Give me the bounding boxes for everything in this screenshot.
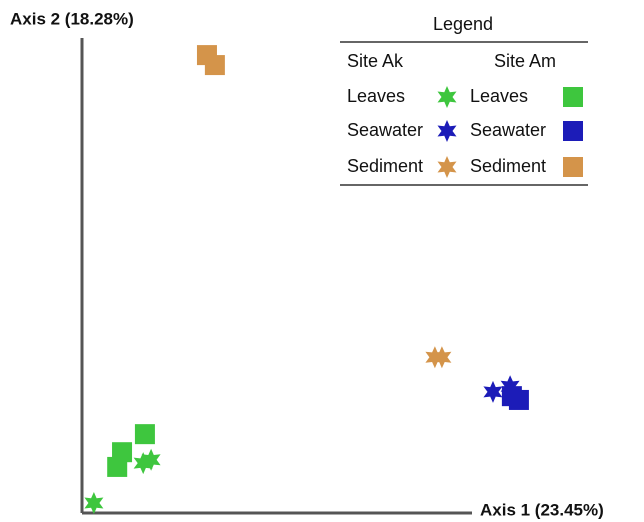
legend-label: Leaves	[347, 86, 405, 106]
point	[133, 452, 153, 475]
legend-title: Legend	[433, 14, 493, 34]
legend-label: Sediment	[347, 156, 423, 176]
legend-marker	[437, 86, 457, 108]
point	[425, 346, 445, 369]
point	[134, 424, 155, 445]
legend-marker	[563, 157, 583, 177]
legend-label: Leaves	[470, 86, 528, 106]
y-axis-label: Axis 2 (18.28%)	[10, 9, 134, 28]
point	[107, 456, 128, 477]
x-axis-label: Axis 1 (23.45%)	[480, 500, 604, 519]
point	[432, 346, 452, 369]
legend-marker	[437, 156, 457, 178]
point	[508, 389, 529, 410]
point	[141, 448, 161, 471]
legend-marker	[563, 87, 583, 107]
legend-label: Seawater	[470, 120, 546, 140]
legend-group: Site Ak	[347, 51, 404, 71]
legend-group: Site Am	[494, 51, 556, 71]
point	[483, 380, 503, 403]
legend-marker	[437, 120, 457, 142]
legend-label: Sediment	[470, 156, 546, 176]
legend-marker	[563, 121, 583, 141]
point	[204, 55, 225, 76]
legend-label: Seawater	[347, 120, 423, 140]
point	[84, 492, 104, 514]
